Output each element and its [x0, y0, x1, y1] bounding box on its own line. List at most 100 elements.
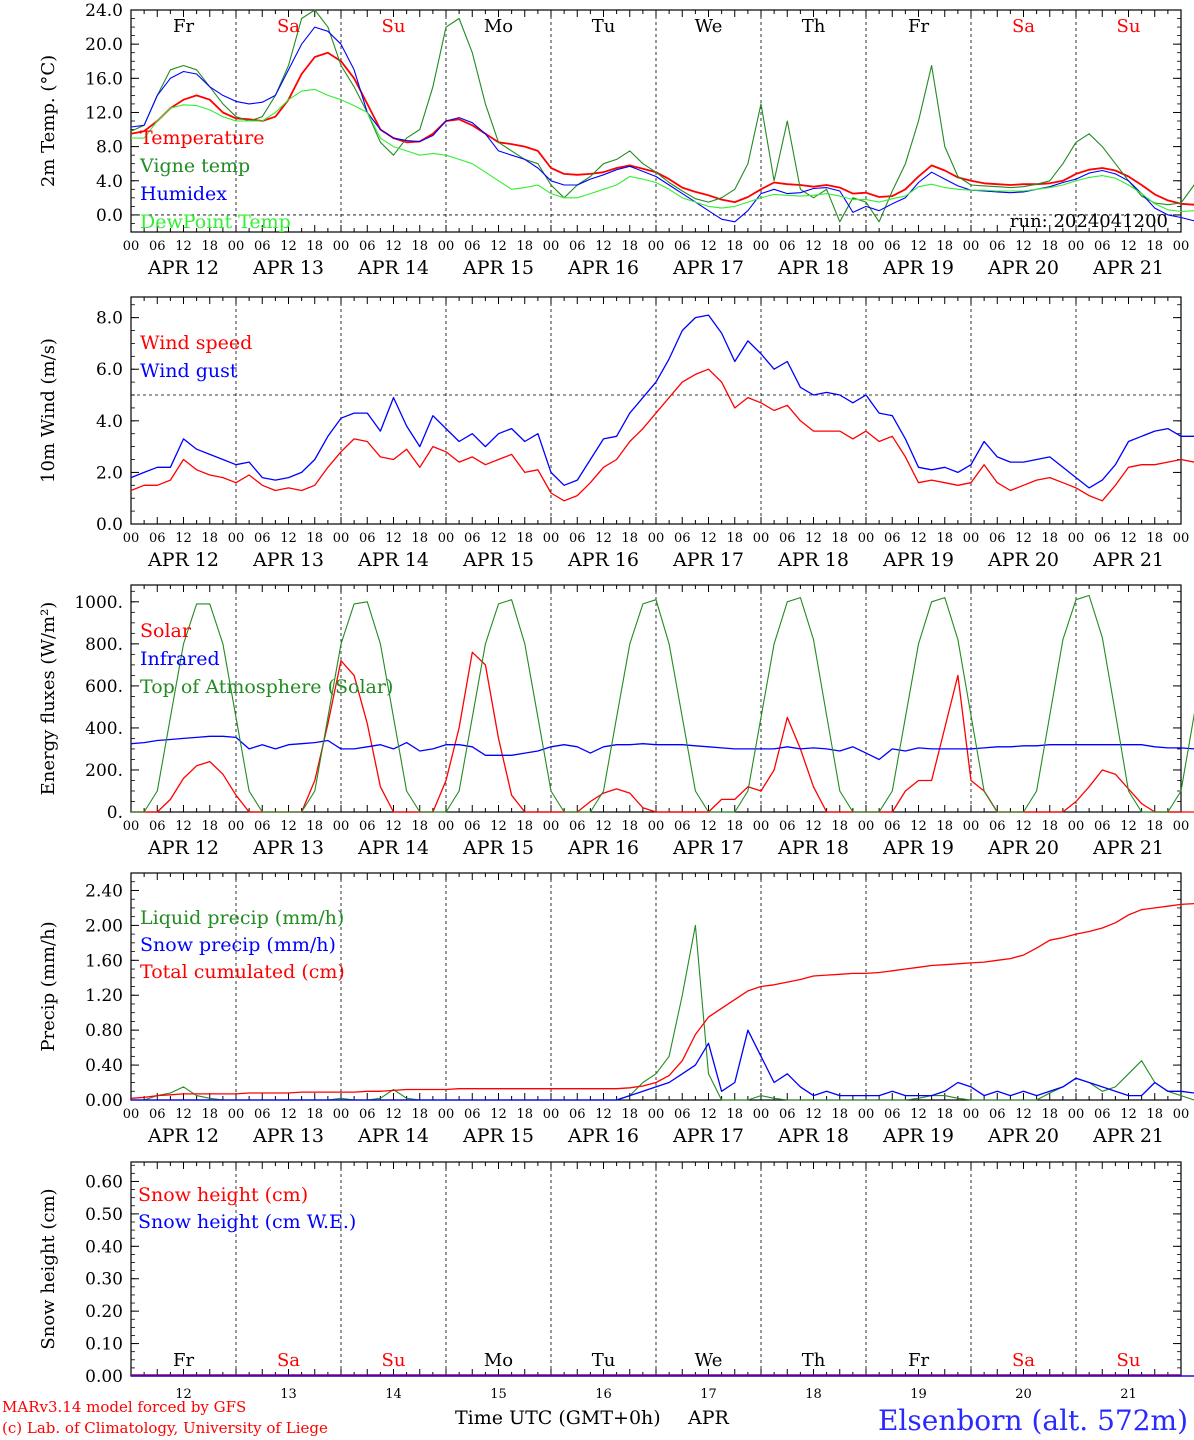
- hour-tick-label: 12: [385, 1107, 402, 1122]
- series-line-total-cumulated-cm-: [130, 902, 1194, 1099]
- hour-tick-label: 00: [228, 819, 245, 834]
- date-label: APR 13: [252, 1125, 324, 1147]
- y-tick-label: 4.0: [96, 172, 123, 192]
- hour-tick-label: 18: [726, 819, 743, 834]
- hour-tick-label: 18: [516, 239, 533, 254]
- hour-tick-label: 00: [1068, 819, 1085, 834]
- day-name-label: Su: [1117, 16, 1141, 37]
- hour-tick-label: 00: [543, 239, 560, 254]
- y-tick-label: 8.0: [96, 138, 123, 158]
- hour-tick-label: 06: [989, 239, 1006, 254]
- hour-tick-label: 06: [779, 1107, 796, 1122]
- hour-tick-label: 18: [201, 1107, 218, 1122]
- hour-tick-label: 12: [700, 819, 717, 834]
- date-label: APR 20: [987, 1125, 1059, 1147]
- hour-tick-label: 18: [621, 1107, 638, 1122]
- day-name-label: We: [695, 1350, 723, 1371]
- legend-entry: Total cumulated (cm): [140, 961, 345, 983]
- hour-tick-label: 06: [569, 819, 586, 834]
- day-name-label: Tu: [592, 1350, 616, 1371]
- y-tick-label: 0.50: [85, 1205, 123, 1225]
- hour-tick-label: 12: [700, 239, 717, 254]
- hour-tick-label: 18: [1146, 531, 1163, 546]
- hour-tick-label: 06: [989, 531, 1006, 546]
- hour-tick-label: 00: [228, 531, 245, 546]
- hour-tick-label: 18: [1041, 819, 1058, 834]
- y-tick-label: 0.0: [96, 206, 123, 226]
- hour-tick-label: 00: [543, 819, 560, 834]
- hour-tick-label: 12: [595, 819, 612, 834]
- footer-axis-title: Time UTC (GMT+0h): [455, 1407, 661, 1429]
- hour-tick-label: 12: [490, 239, 507, 254]
- hour-tick-label: 00: [333, 1107, 350, 1122]
- date-label: APR 18: [777, 549, 849, 571]
- station-name: Elsenborn (alt. 572m): [878, 1404, 1188, 1437]
- date-label: APR 12: [147, 549, 219, 571]
- hour-tick-label: 12: [280, 531, 297, 546]
- series-line-top-of-atmosphere-solar-: [131, 594, 1194, 813]
- hour-tick-label: 06: [254, 819, 271, 834]
- hour-tick-label: 18: [411, 239, 428, 254]
- day-number-label: 18: [805, 1387, 822, 1402]
- hour-tick-label: 12: [175, 239, 192, 254]
- date-label: APR 17: [672, 257, 744, 279]
- y-tick-label: 0.30: [85, 1270, 123, 1290]
- hour-tick-label: 06: [1094, 819, 1111, 834]
- hour-tick-label: 06: [674, 1107, 691, 1122]
- hour-tick-label: 00: [963, 1107, 980, 1122]
- hour-tick-label: 00: [1173, 531, 1190, 546]
- hour-tick-label: 00: [1068, 531, 1085, 546]
- hour-tick-label: 12: [1120, 239, 1137, 254]
- hour-tick-label: 18: [936, 531, 953, 546]
- y-axis-label: Snow height (cm): [38, 1188, 59, 1349]
- legend-entry: Infrared: [140, 648, 220, 670]
- date-label: APR 14: [357, 549, 429, 571]
- day-number-label: 13: [280, 1387, 297, 1402]
- hour-tick-label: 12: [280, 819, 297, 834]
- hour-tick-label: 06: [779, 239, 796, 254]
- hour-tick-label: 06: [569, 531, 586, 546]
- hour-tick-label: 06: [989, 1107, 1006, 1122]
- chart-panel-2: 0.0 2.0 4.0 6.0 8.0 10m Wind (m/s) Wind speed W…: [38, 296, 1194, 571]
- hour-tick-label: 12: [805, 531, 822, 546]
- date-label: APR 20: [987, 837, 1059, 859]
- y-tick-label: 20.0: [85, 35, 123, 55]
- hour-tick-label: 12: [1120, 819, 1137, 834]
- hour-tick-label: 00: [963, 239, 980, 254]
- day-number-label: 21: [1120, 1387, 1137, 1402]
- y-tick-label: 4.0: [96, 412, 123, 432]
- date-label: APR 18: [777, 1125, 849, 1147]
- hour-tick-label: 06: [569, 239, 586, 254]
- hour-tick-label: 18: [726, 239, 743, 254]
- day-name-label: Su: [382, 16, 406, 37]
- day-name-label: Su: [382, 1350, 406, 1371]
- hour-tick-label: 00: [333, 531, 350, 546]
- hour-tick-label: 06: [1094, 1107, 1111, 1122]
- date-label: APR 12: [147, 257, 219, 279]
- day-number-label: 17: [700, 1387, 717, 1402]
- hour-tick-label: 00: [228, 1107, 245, 1122]
- hour-tick-label: 12: [595, 239, 612, 254]
- hour-tick-label: 18: [201, 819, 218, 834]
- hour-tick-label: 18: [306, 239, 323, 254]
- hour-tick-label: 00: [228, 239, 245, 254]
- hour-tick-label: 12: [1015, 239, 1032, 254]
- y-tick-label: 0.40: [85, 1056, 123, 1076]
- y-axis-label: 10m Wind (m/s): [38, 338, 59, 483]
- y-tick-label: 12.0: [85, 103, 123, 123]
- hour-tick-label: 12: [385, 531, 402, 546]
- hour-tick-label: 12: [1120, 1107, 1137, 1122]
- y-tick-label: 0.20: [85, 1302, 123, 1322]
- footer-lab-credit: (c) Lab. of Climatology, University of L…: [2, 1419, 328, 1437]
- day-name-label: Fr: [173, 1350, 194, 1371]
- hour-tick-label: 06: [149, 1107, 166, 1122]
- day-number-label: 19: [910, 1387, 927, 1402]
- day-name-label: Sa: [277, 1350, 300, 1371]
- hour-tick-label: 12: [490, 1107, 507, 1122]
- hour-tick-label: 06: [464, 1107, 481, 1122]
- day-name-label: Sa: [1012, 16, 1035, 37]
- hour-tick-label: 18: [1041, 531, 1058, 546]
- footer-month: APR: [687, 1407, 730, 1429]
- hour-tick-label: 00: [1173, 1107, 1190, 1122]
- hour-tick-label: 18: [1146, 1107, 1163, 1122]
